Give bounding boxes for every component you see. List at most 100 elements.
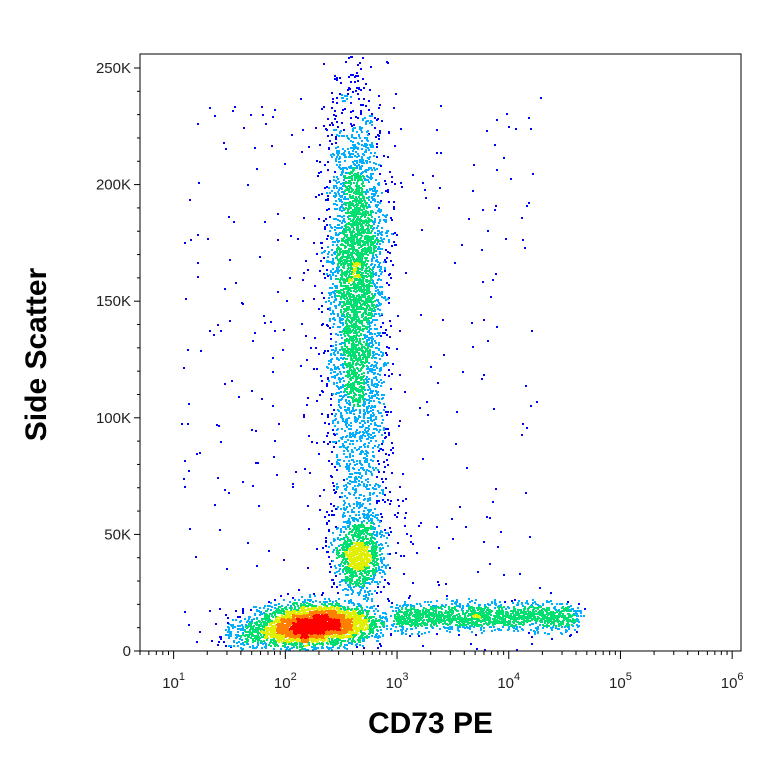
event-dot xyxy=(363,381,365,383)
event-dot xyxy=(377,586,379,588)
event-dot xyxy=(376,190,378,192)
event-dot xyxy=(324,277,326,279)
event-dot xyxy=(363,285,365,287)
event-dot xyxy=(338,240,340,242)
event-dot xyxy=(378,264,380,266)
event-dot xyxy=(316,368,318,370)
event-dot xyxy=(324,226,326,228)
event-dot xyxy=(378,164,380,166)
event-dot xyxy=(386,537,388,539)
event-dot xyxy=(331,369,333,371)
event-dot xyxy=(316,253,318,255)
event-dot xyxy=(339,446,341,448)
event-dot xyxy=(346,300,348,302)
event-dot xyxy=(361,481,363,483)
event-dot xyxy=(350,436,352,438)
event-dot xyxy=(370,437,372,439)
event-dot xyxy=(370,175,372,177)
event-dot xyxy=(375,290,377,292)
event-dot xyxy=(374,200,376,202)
event-dot xyxy=(359,412,361,414)
event-dot xyxy=(373,577,375,579)
event-dot xyxy=(366,560,368,562)
event-dot xyxy=(344,316,346,318)
event-dot xyxy=(348,250,350,252)
event-dot xyxy=(354,313,356,315)
event-dot xyxy=(363,212,365,214)
event-dot xyxy=(379,173,381,175)
event-dot xyxy=(373,167,375,169)
event-dot xyxy=(368,386,370,388)
event-dot xyxy=(338,193,340,195)
event-dot xyxy=(384,494,386,496)
event-dot xyxy=(360,440,362,442)
event-dot xyxy=(374,220,376,222)
event-dot xyxy=(352,576,354,578)
event-dot xyxy=(367,354,369,356)
event-dot xyxy=(345,204,347,206)
event-dot xyxy=(330,333,332,335)
event-dot xyxy=(371,197,373,199)
event-dot xyxy=(340,544,342,546)
event-dot xyxy=(344,421,346,423)
event-dot xyxy=(341,112,343,114)
event-dot xyxy=(337,373,339,375)
event-dot xyxy=(371,285,373,287)
event-dot xyxy=(352,451,354,453)
event-dot xyxy=(361,156,363,158)
event-dot xyxy=(362,351,364,353)
event-dot xyxy=(374,284,376,286)
event-dot xyxy=(366,284,368,286)
event-dot xyxy=(321,108,323,110)
event-dot xyxy=(349,230,351,232)
event-dot xyxy=(355,420,357,422)
event-dot xyxy=(394,232,396,234)
event-dot xyxy=(353,167,355,169)
event-dot xyxy=(336,249,338,251)
event-dot xyxy=(357,93,359,95)
event-dot xyxy=(332,532,334,534)
event-dot xyxy=(332,244,334,246)
event-dot xyxy=(343,504,345,506)
event-dot xyxy=(365,550,367,552)
event-dot xyxy=(349,201,351,203)
event-dot xyxy=(328,251,330,253)
event-dot xyxy=(366,305,368,307)
event-dot xyxy=(358,566,360,568)
event-dot xyxy=(349,328,351,330)
event-dot xyxy=(331,586,333,588)
event-dot xyxy=(361,255,363,257)
event-dot xyxy=(374,445,376,447)
event-dot xyxy=(361,240,363,242)
event-dot xyxy=(346,522,348,524)
event-dot xyxy=(387,362,389,364)
event-dot xyxy=(343,135,345,137)
event-dot xyxy=(355,518,357,520)
event-dot xyxy=(378,216,380,218)
event-dot xyxy=(341,580,343,582)
event-dot xyxy=(367,260,369,262)
event-dot xyxy=(349,523,351,525)
event-dot xyxy=(366,348,368,350)
event-dot xyxy=(362,290,364,292)
event-dot xyxy=(344,540,346,542)
event-dot xyxy=(369,388,371,390)
event-dot xyxy=(349,568,351,570)
event-dot xyxy=(364,542,366,544)
event-dot xyxy=(334,203,336,205)
event-dot xyxy=(359,504,361,506)
event-dot xyxy=(395,93,397,95)
event-dot xyxy=(392,264,394,266)
event-dot xyxy=(381,553,383,555)
event-dot xyxy=(327,367,329,369)
event-dot xyxy=(350,476,352,478)
event-dot xyxy=(371,230,373,232)
event-dot xyxy=(378,135,380,137)
event-dot xyxy=(371,600,373,602)
event-dot xyxy=(351,136,353,138)
event-dot xyxy=(331,190,333,192)
event-dot xyxy=(349,321,351,323)
event-dot xyxy=(388,284,390,286)
event-dot xyxy=(349,180,351,182)
event-dot xyxy=(389,553,391,555)
